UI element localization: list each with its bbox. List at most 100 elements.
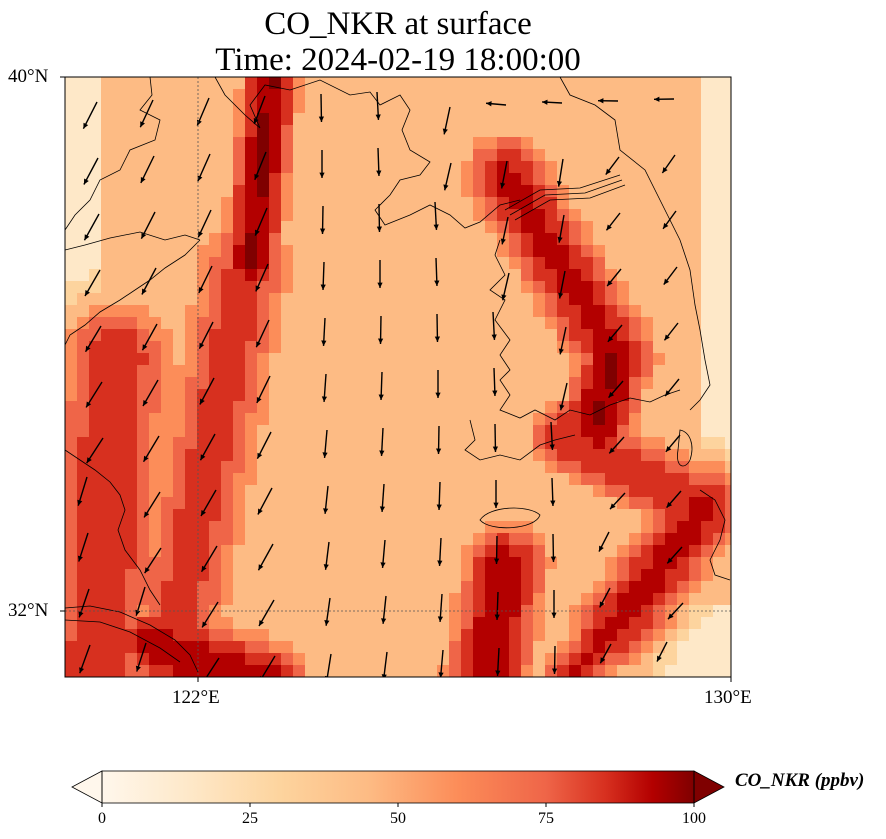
wind-arrow-head [434,280,440,286]
wind-arrow-head [654,96,660,102]
wind-arrow-head [437,616,444,622]
wind-arrow-head [376,226,383,232]
colorbar-tick-0: 0 [98,810,106,827]
wind-arrow-head [493,502,499,508]
wind-arrow-head [551,668,558,674]
wind-arrow-head [142,344,148,351]
colorbar-label: CO_NKR (ppbv) [735,770,865,791]
wind-arrow-head [197,175,203,182]
wind-arrow-head [376,170,382,176]
wind-arrow-head [663,222,669,229]
wind-arrow-head [199,398,205,405]
wind-arrow-head [442,128,448,135]
wind-arrow-head [324,620,330,626]
wind-arrow-head [494,614,500,620]
wind-arrow-head [557,236,563,243]
lat-label-32n: 32°N [8,600,49,621]
wind-arrow-head [256,396,262,403]
wind-arrow-head [559,404,565,411]
wind-arrow-head [79,667,85,674]
wind-arrow-head [144,567,150,574]
wind-arrow-head [78,611,84,618]
wind-arrow-head [77,555,83,562]
wind-arrow-head [667,557,673,564]
wind-arrow-head [321,396,328,402]
wind-arrow-head [318,116,325,122]
wind-arrow-head [608,391,615,398]
wind-vectors [77,91,684,677]
wind-arrow-head [609,447,615,454]
wind-arrow-head [436,504,442,510]
wind-arrow-head [320,284,326,290]
colorbar-tick-75: 75 [538,810,554,827]
wind-arrow-head [319,172,325,178]
wind-arrow-head [201,565,207,572]
wind-arrow-head [435,392,441,398]
wind-arrow-head [259,619,264,626]
wind-arrow-head [495,670,501,676]
wind-arrow-head [492,446,499,452]
wind-arrow-head [607,336,614,342]
wind-arrow-head [662,167,668,174]
wind-arrow-head [254,229,260,236]
wind-arrow-head [607,280,613,287]
wind-arrow-head [257,508,263,515]
wind-arrow-head [501,294,507,301]
wind-arrow-head [381,674,387,677]
wind-arrow-head [140,121,145,128]
wind-arrow-head [491,334,497,340]
wind-arrow-head [323,564,329,570]
wind-arrow-head [85,289,90,296]
wind-arrow-head [379,506,386,512]
wind-arrow-head [199,342,205,349]
wind-arrow-head [549,444,555,450]
map-title-line2: Time: 2024-02-19 18:00:00 [215,42,581,78]
wind-arrow-head [202,621,208,628]
wind-arrow-head [83,178,89,185]
wind-arrow-head [664,334,670,341]
wind-arrow-head [380,562,386,568]
wind-arrow-head [375,114,381,120]
coastlines [65,77,731,673]
wind-arrow-head [258,564,264,571]
wind-arrow [261,655,276,677]
wind-arrow-head [438,672,444,677]
colorbar-tick-50: 50 [390,810,406,827]
wind-arrow-head [84,234,90,241]
wind-arrow-head [609,503,616,510]
wind-arrow-head [377,282,383,288]
wind-arrow-head [500,238,506,245]
wind-arrow-head [143,455,149,462]
wind-arrow-head [443,184,449,191]
wind-arrow-head [558,292,564,299]
lat-label-40n: 40°N [8,66,49,87]
wind-arrow-head [492,390,498,396]
wind-arrow-head [500,182,506,189]
wind-arrow-head [606,224,612,231]
wind-arrow-head [135,609,141,616]
lon-label-130e: 130°E [704,687,752,708]
wind-arrow-head [83,122,89,129]
concentration-field [65,77,731,677]
wind-arrow-head [598,98,604,104]
wind-arrow [326,653,332,677]
wind-arrow-head [256,341,261,348]
wind-arrow-head [255,285,261,292]
wind-arrow-head [378,394,384,400]
wind-arrow-head [198,286,204,293]
wind-arrow-head [254,173,260,180]
wind-arrow-head [377,338,384,344]
wind-arrow-head [433,224,439,230]
wind-arrow-head [141,232,147,239]
colorbar-tick-25: 25 [242,810,258,827]
wind-arrow-head [379,450,385,456]
wind-arrow-head [493,558,500,564]
wind-arrow-head [86,401,92,408]
wind-arrow-head [599,545,604,552]
wind-arrow-head [143,399,148,406]
wind-arrow-head [319,228,326,234]
map-title-line1: CO_NKR at surface [264,6,532,42]
wind-arrow-head [144,511,150,518]
wind-arrow-head [486,101,492,107]
